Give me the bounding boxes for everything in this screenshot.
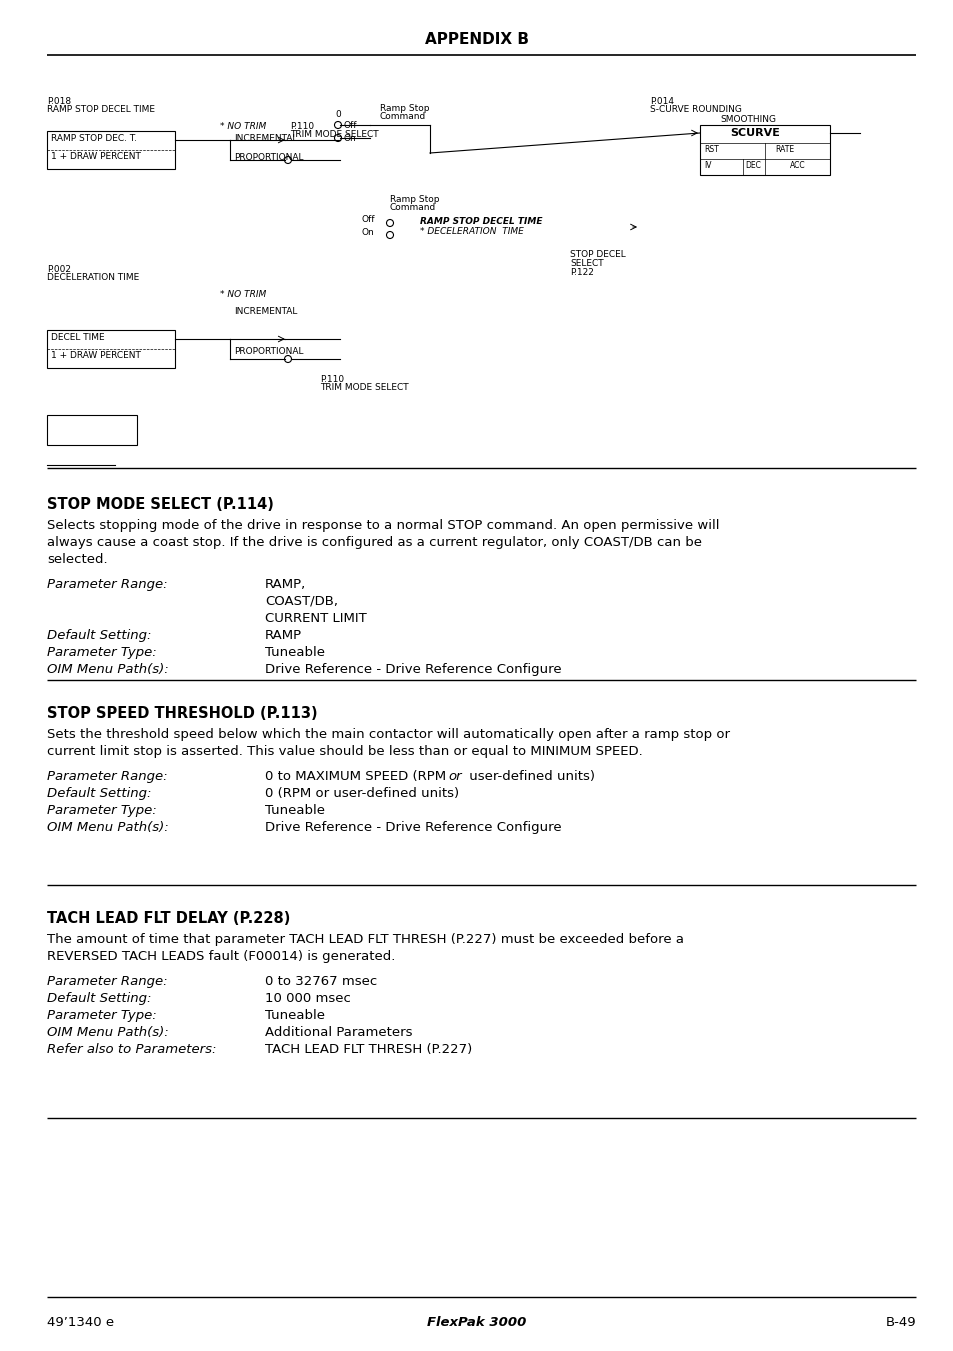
Text: * NO TRIM: * NO TRIM: [220, 122, 266, 131]
Text: Parameter Type:: Parameter Type:: [47, 804, 156, 817]
Text: INCREMENTAL: INCREMENTAL: [233, 134, 297, 143]
Text: S-CURVE ROUNDING: S-CURVE ROUNDING: [649, 105, 741, 113]
Text: Parameter Type:: Parameter Type:: [47, 646, 156, 659]
Text: APPENDIX B: APPENDIX B: [424, 32, 529, 47]
Text: 10 000 msec: 10 000 msec: [265, 992, 351, 1005]
Bar: [47, 330, 174, 367]
Text: TACH LEAD FLT DELAY (P.228): TACH LEAD FLT DELAY (P.228): [47, 911, 290, 925]
Text: OIM Menu Path(s):: OIM Menu Path(s):: [47, 1025, 169, 1039]
Circle shape: [335, 122, 341, 128]
Text: RAMP,: RAMP,: [265, 578, 306, 590]
Text: INCREMENTAL: INCREMENTAL: [233, 307, 297, 316]
Text: P.002: P.002: [47, 265, 71, 274]
Bar: [47, 415, 137, 444]
Text: Command: Command: [379, 112, 426, 122]
Text: PROPORTIONAL: PROPORTIONAL: [233, 153, 303, 162]
Text: 0 to 32767 msec: 0 to 32767 msec: [265, 975, 376, 988]
Text: P.110: P.110: [290, 122, 314, 131]
Text: The amount of time that parameter TACH LEAD FLT THRESH (P.227) must be exceeded : The amount of time that parameter TACH L…: [47, 934, 683, 946]
Text: SELECT: SELECT: [569, 259, 603, 267]
Text: * DECELERATION  TIME: * DECELERATION TIME: [419, 227, 523, 236]
Text: or: or: [448, 770, 461, 784]
Text: Parameter Range:: Parameter Range:: [47, 770, 168, 784]
Text: Additional Parameters: Additional Parameters: [265, 1025, 412, 1039]
Text: P.014: P.014: [649, 97, 673, 105]
Text: Drive Reference - Drive Reference Configure: Drive Reference - Drive Reference Config…: [265, 663, 561, 676]
Text: always cause a coast stop. If the drive is configured as a current regulator, on: always cause a coast stop. If the drive …: [47, 536, 701, 549]
Text: IV: IV: [703, 161, 711, 170]
Circle shape: [284, 157, 292, 163]
Text: TRIM MODE SELECT: TRIM MODE SELECT: [290, 130, 378, 139]
Text: Refer also to Parameters:: Refer also to Parameters:: [47, 1043, 216, 1056]
Text: OIM Menu Path(s):: OIM Menu Path(s):: [47, 821, 169, 834]
Text: Off: Off: [344, 122, 357, 130]
Text: COAST/DB,: COAST/DB,: [265, 594, 337, 608]
Text: 0 (RPM or user-defined units): 0 (RPM or user-defined units): [265, 788, 458, 800]
Text: Parameter Range:: Parameter Range:: [47, 975, 168, 988]
Text: current limit stop is asserted. This value should be less than or equal to MINIM: current limit stop is asserted. This val…: [47, 744, 642, 758]
Text: selected.: selected.: [47, 553, 108, 566]
Text: B-49: B-49: [884, 1316, 915, 1329]
Text: Off: Off: [361, 215, 375, 224]
Text: Default Setting:: Default Setting:: [47, 992, 152, 1005]
Text: Sets the threshold speed below which the main contactor will automatically open : Sets the threshold speed below which the…: [47, 728, 729, 740]
Text: DECEL TIME: DECEL TIME: [51, 332, 105, 342]
Text: DECELERATION TIME: DECELERATION TIME: [47, 273, 139, 282]
Text: SMOOTHING: SMOOTHING: [720, 115, 775, 124]
Bar: [700, 126, 829, 176]
Bar: [47, 131, 174, 169]
Text: Tuneable: Tuneable: [265, 804, 325, 817]
Text: ACC: ACC: [789, 161, 804, 170]
Text: Selects stopping mode of the drive in response to a normal STOP command. An open: Selects stopping mode of the drive in re…: [47, 519, 719, 532]
Text: Default Setting:: Default Setting:: [47, 788, 152, 800]
Circle shape: [386, 231, 393, 239]
Text: 49’1340 e: 49’1340 e: [47, 1316, 114, 1329]
Text: RAMP: RAMP: [265, 630, 302, 642]
Text: Tuneable: Tuneable: [265, 646, 325, 659]
Text: Ramp Stop: Ramp Stop: [379, 104, 429, 113]
Text: RAMP STOP DECEL TIME: RAMP STOP DECEL TIME: [419, 218, 542, 226]
Text: CURRENT LIMIT: CURRENT LIMIT: [265, 612, 366, 626]
Text: * NO TRIM: * NO TRIM: [220, 290, 266, 299]
Circle shape: [284, 355, 292, 362]
Text: P.018: P.018: [47, 97, 71, 105]
Text: RAMP STOP DECEL TIME: RAMP STOP DECEL TIME: [47, 105, 154, 113]
Text: P.122: P.122: [569, 267, 594, 277]
Text: STOP DECEL: STOP DECEL: [569, 250, 625, 259]
Text: FlexPak 3000: FlexPak 3000: [427, 1316, 526, 1329]
Text: 0 to MAXIMUM SPEED (RPM: 0 to MAXIMUM SPEED (RPM: [265, 770, 450, 784]
Text: SCURVE: SCURVE: [729, 128, 779, 138]
Text: RAMP STOP DEC. T.: RAMP STOP DEC. T.: [51, 134, 137, 143]
Text: RST: RST: [703, 145, 718, 154]
Text: Command: Command: [390, 203, 436, 212]
Text: 1 + DRAW PERCENT: 1 + DRAW PERCENT: [51, 153, 141, 161]
Text: 0: 0: [335, 109, 340, 119]
Text: P.110: P.110: [319, 376, 344, 384]
Text: Default Setting:: Default Setting:: [47, 630, 152, 642]
Text: Ramp Stop: Ramp Stop: [390, 195, 439, 204]
Text: Tuneable: Tuneable: [265, 1009, 325, 1021]
Text: user-defined units): user-defined units): [464, 770, 595, 784]
Text: 1 + DRAW PERCENT: 1 + DRAW PERCENT: [51, 351, 141, 359]
Text: Drive Reference - Drive Reference Configure: Drive Reference - Drive Reference Config…: [265, 821, 561, 834]
Text: Parameter Type:: Parameter Type:: [47, 1009, 156, 1021]
Text: On: On: [361, 228, 375, 236]
Text: DEC: DEC: [744, 161, 760, 170]
Text: STOP SPEED THRESHOLD (P.113): STOP SPEED THRESHOLD (P.113): [47, 707, 317, 721]
Text: On: On: [344, 134, 356, 143]
Text: TRIM MODE SELECT: TRIM MODE SELECT: [319, 382, 408, 392]
Text: OIM Menu Path(s):: OIM Menu Path(s):: [47, 663, 169, 676]
Text: REVERSED TACH LEADS fault (F00014) is generated.: REVERSED TACH LEADS fault (F00014) is ge…: [47, 950, 395, 963]
Circle shape: [335, 135, 341, 142]
Text: TACH LEAD FLT THRESH (P.227): TACH LEAD FLT THRESH (P.227): [265, 1043, 472, 1056]
Text: Parameter Range:: Parameter Range:: [47, 578, 168, 590]
Circle shape: [386, 219, 393, 227]
Text: PROPORTIONAL: PROPORTIONAL: [233, 347, 303, 357]
Text: STOP MODE SELECT (P.114): STOP MODE SELECT (P.114): [47, 497, 274, 512]
Text: RATE: RATE: [774, 145, 793, 154]
